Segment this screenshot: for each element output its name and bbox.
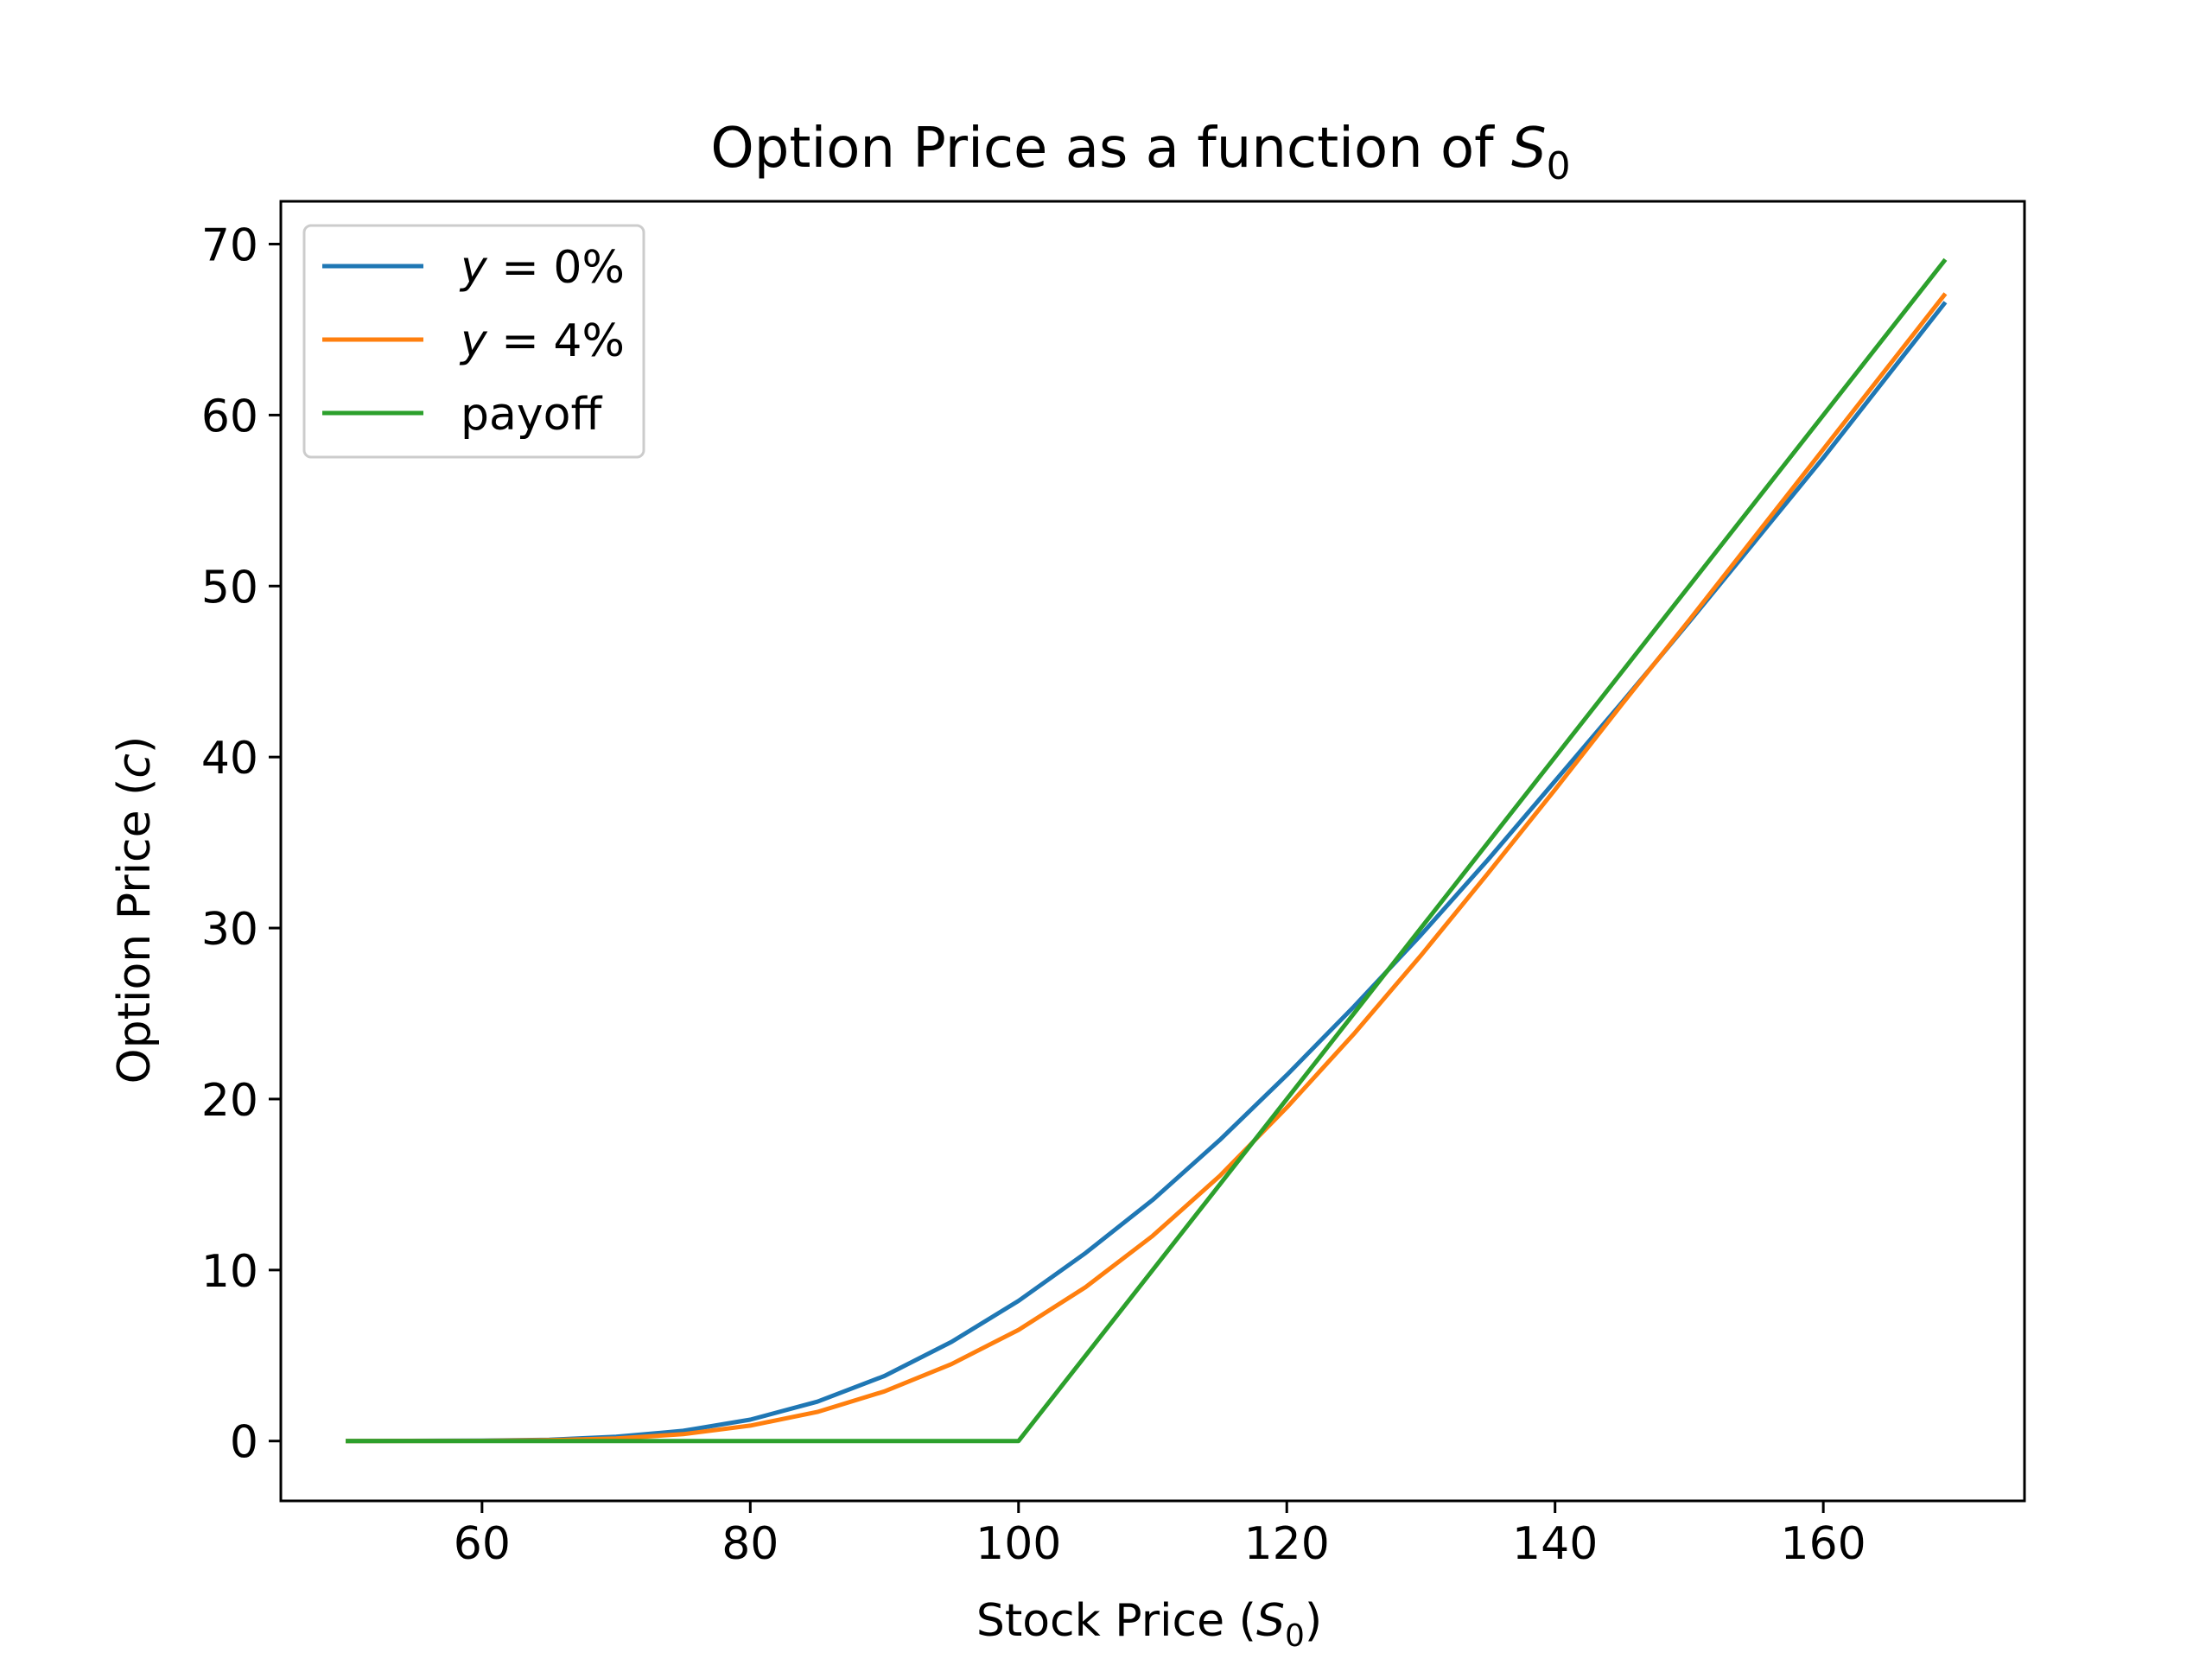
y-tick-label: 60 <box>201 391 258 442</box>
x-tick-label: 100 <box>976 1518 1061 1570</box>
legend-label-0: y = 0% <box>459 242 625 294</box>
x-tick-label: 140 <box>1512 1518 1598 1570</box>
plot-area <box>279 200 2026 1503</box>
legend-label-text: payoff <box>461 389 602 441</box>
legend-label-var: y <box>459 315 488 367</box>
y-tick-label: 30 <box>201 904 258 956</box>
x-axis-label-text: Stock Price ( <box>976 1595 1256 1647</box>
chart-title-sub: 0 <box>1547 144 1571 188</box>
x-axis-label-sub: 0 <box>1285 1618 1305 1654</box>
y-tick-label: 0 <box>230 1417 258 1469</box>
legend-label-1: y = 4% <box>459 315 625 367</box>
series-line-0 <box>346 301 1948 1444</box>
x-tick-label: 160 <box>1781 1518 1866 1570</box>
x-axis-ticks: 60 80 100 120 140 160 <box>454 1501 1866 1570</box>
y-tick-label: 70 <box>201 219 258 271</box>
legend-entries: y = 0%y = 4%payoff <box>322 242 625 441</box>
series-line-2 <box>346 257 1948 1444</box>
legend-label-var: y <box>459 242 488 294</box>
chart-title-text: Option Price as a function of <box>710 117 1511 181</box>
series-line-1 <box>346 292 1948 1444</box>
y-tick-label: 50 <box>201 562 258 613</box>
y-axis-label-var: c <box>109 753 161 779</box>
legend-label-text: = 4% <box>487 315 625 367</box>
x-tick-label: 120 <box>1244 1518 1330 1570</box>
legend-label-text: = 0% <box>487 242 625 294</box>
y-tick-label: 20 <box>201 1075 258 1127</box>
chart-title-var: S <box>1511 117 1547 181</box>
x-axis-label-var: S <box>1256 1595 1285 1647</box>
legend: y = 0%y = 4%payoff <box>302 224 645 459</box>
chart-title: Option Price as a function of S0 <box>710 117 1570 188</box>
y-axis-ticks: 0 10 20 30 40 50 60 70 <box>201 219 281 1469</box>
y-axis-label-close: ) <box>109 736 161 753</box>
y-axis-label-text: Option Price ( <box>109 779 161 1084</box>
legend-label-2: payoff <box>461 389 602 441</box>
x-tick-label: 60 <box>454 1518 511 1570</box>
axes-frame <box>279 200 2026 1503</box>
x-tick-label: 80 <box>721 1518 779 1570</box>
legend-box <box>302 224 645 459</box>
x-axis-label-close: ) <box>1305 1595 1322 1647</box>
y-axis-label: Option Price (c) <box>109 736 161 1084</box>
x-axis-label: Stock Price (S0) <box>976 1595 1322 1654</box>
y-tick-label: 40 <box>201 733 258 785</box>
y-tick-label: 10 <box>201 1246 258 1298</box>
